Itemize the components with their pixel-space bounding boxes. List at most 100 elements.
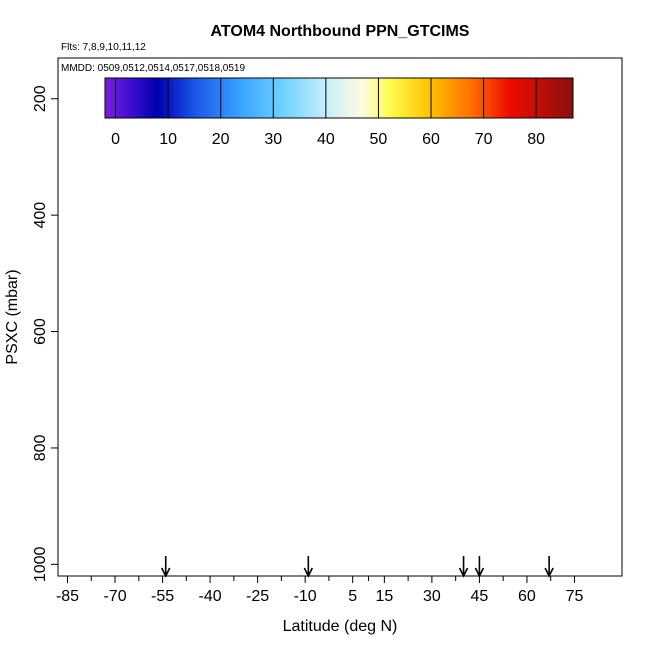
sample-point: [162, 370, 167, 374]
sample-point: [370, 352, 374, 357]
sample-point: [562, 371, 567, 376]
sample-point: [262, 177, 267, 181]
sample-point: [234, 500, 238, 504]
sample-point: [333, 264, 338, 269]
sample-point: [505, 296, 510, 301]
sample-point: [399, 247, 404, 251]
sample-point: [570, 313, 575, 318]
sample-point: [104, 303, 109, 308]
colorbar-tick-label: 30: [264, 131, 282, 148]
sample-point: [552, 518, 557, 523]
sample-point: [183, 327, 188, 332]
sample-point: [520, 260, 525, 265]
sample-point: [275, 442, 279, 446]
sample-point: [198, 147, 203, 152]
sample-point: [289, 127, 294, 131]
sample-point: [599, 515, 604, 520]
sample-point: [186, 166, 191, 171]
sample-point: [74, 340, 79, 345]
sample-point: [277, 259, 282, 263]
sample-point: [137, 190, 141, 195]
sample-point: [524, 312, 529, 317]
sample-point: [289, 121, 293, 126]
sample-point: [447, 434, 452, 439]
sample-point: [201, 379, 206, 384]
sample-point: [355, 324, 360, 329]
x-tick-label: 5: [348, 588, 357, 605]
sample-point: [58, 319, 62, 323]
sample-point: [587, 268, 592, 273]
sample-point: [110, 298, 114, 303]
sample-point: [558, 507, 562, 512]
sample-point: [559, 539, 563, 543]
sample-point: [204, 395, 209, 400]
sample-point: [77, 145, 81, 150]
sample-point: [78, 387, 83, 392]
sample-point: [552, 383, 557, 388]
sample-point: [612, 414, 617, 419]
sample-point: [83, 369, 87, 374]
sample-point: [469, 234, 473, 238]
sample-point: [92, 485, 96, 490]
sample-point: [251, 153, 256, 158]
sample-point: [197, 493, 201, 497]
sample-point: [159, 151, 164, 156]
sample-point: [590, 454, 595, 459]
sample-point: [189, 417, 194, 422]
sample-point: [595, 324, 600, 329]
sample-point: [159, 409, 164, 414]
sample-point: [242, 373, 246, 377]
sample-point: [429, 127, 434, 132]
sample-point: [342, 163, 347, 168]
sample-point: [197, 524, 202, 528]
sample-point: [225, 235, 230, 240]
sample-point: [437, 359, 442, 364]
sample-point: [391, 504, 395, 509]
sample-point: [486, 254, 491, 259]
sample-point: [271, 239, 275, 243]
sample-point: [240, 157, 245, 162]
sample-point: [297, 308, 302, 313]
sample-point: [329, 411, 334, 416]
sample-point: [209, 550, 214, 555]
sample-point: [89, 401, 93, 405]
sample-point: [444, 300, 449, 304]
sample-point: [383, 242, 388, 247]
sample-point: [306, 239, 310, 244]
sample-point: [99, 375, 104, 380]
sample-point: [137, 118, 142, 123]
sample-point: [325, 257, 330, 261]
sample-point: [146, 428, 151, 433]
sample-point: [346, 120, 350, 125]
sample-point: [361, 328, 365, 333]
sample-point: [410, 193, 415, 198]
sample-point: [364, 427, 369, 432]
sample-point: [356, 515, 360, 519]
sample-point: [335, 549, 339, 554]
sample-point: [522, 441, 527, 446]
sample-point: [580, 270, 585, 275]
sample-point: [325, 281, 329, 286]
sample-point: [369, 367, 374, 371]
sample-point: [230, 348, 235, 352]
sample-point: [120, 466, 124, 470]
sample-point: [80, 375, 85, 380]
sample-point: [309, 380, 314, 384]
colorbar: 0 10 20 30 40 50 60 70 80: [104, 77, 574, 148]
sample-point: [270, 435, 275, 440]
sample-point: [152, 265, 157, 270]
sample-point: [508, 366, 513, 371]
sample-point: [464, 142, 469, 147]
sample-point: [549, 248, 553, 253]
sample-point: [536, 338, 541, 343]
sample-point: [230, 194, 234, 198]
sample-point: [97, 455, 102, 460]
sample-point: [429, 505, 434, 510]
sample-point: [458, 366, 463, 370]
sample-point: [446, 184, 450, 188]
sample-point: [186, 194, 191, 198]
sample-point: [90, 131, 95, 135]
sample-point: [163, 362, 167, 367]
sample-point: [396, 222, 401, 227]
sample-point: [513, 166, 518, 170]
